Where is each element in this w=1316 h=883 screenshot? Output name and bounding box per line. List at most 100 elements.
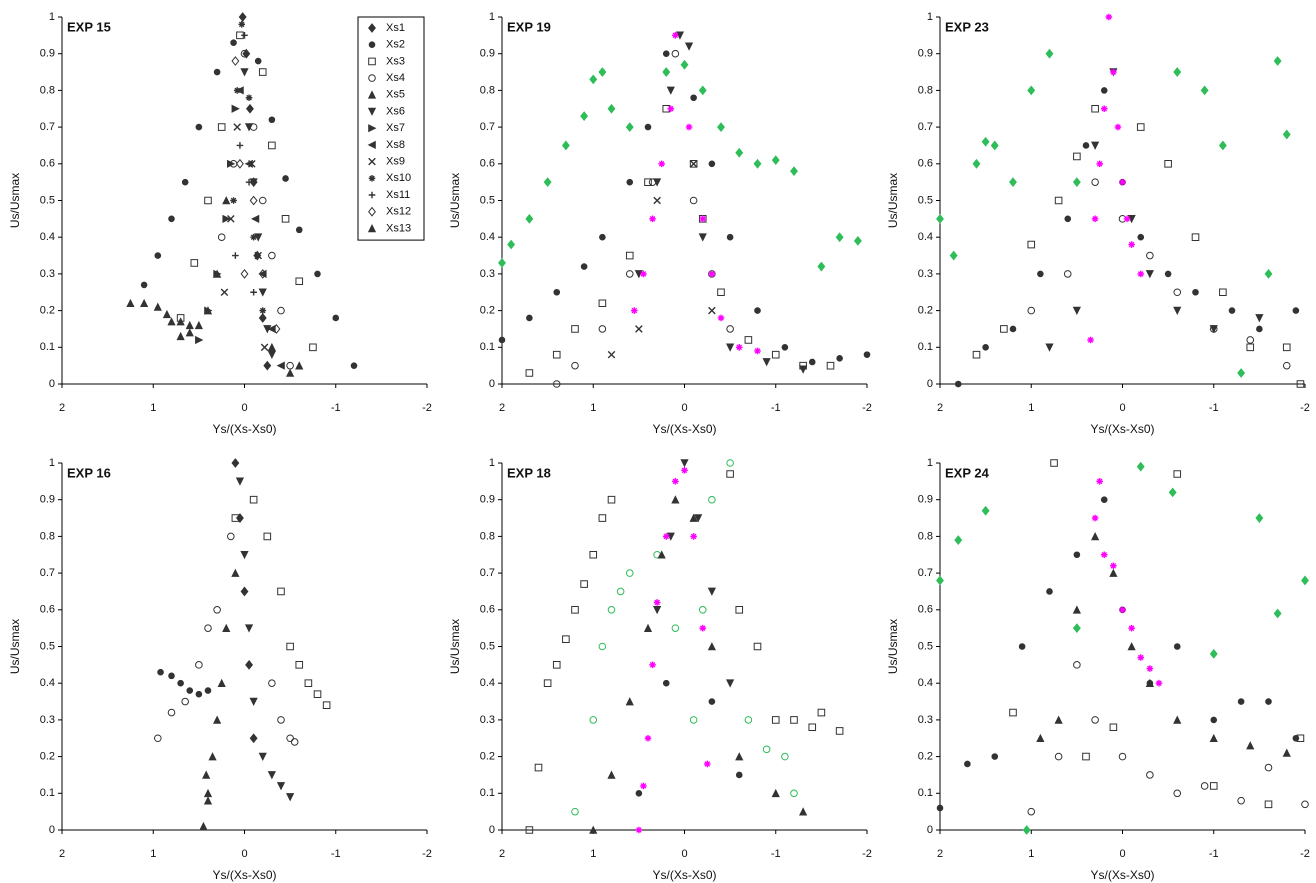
data-point — [552, 661, 561, 669]
y-tick-label: 0.6 — [918, 158, 933, 170]
y-tick-label: 0.1 — [40, 341, 55, 353]
data-point — [167, 708, 176, 717]
data-point — [552, 380, 561, 388]
data-point — [571, 325, 579, 333]
data-point — [1210, 716, 1218, 724]
x-tick-label: 0 — [1119, 848, 1125, 860]
data-point — [964, 760, 971, 768]
x-axis-label: Ys/(Xs-Xs0) — [652, 868, 716, 882]
x-axis-label: Ys/(Xs-Xs0) — [212, 422, 276, 436]
data-point — [1200, 85, 1209, 96]
data-point — [598, 325, 607, 333]
x-tick-label: 1 — [150, 402, 156, 414]
data-point — [699, 215, 707, 223]
y-tick-label: 0.5 — [480, 194, 495, 206]
y-tick-label: 0.3 — [480, 714, 495, 726]
data-point — [1282, 343, 1291, 352]
data-point — [543, 679, 552, 687]
data-point — [607, 495, 616, 504]
x-axis-label: Ys/(Xs-Xs0) — [1090, 868, 1154, 882]
data-point — [1128, 241, 1135, 248]
y-tick-label: 0.3 — [918, 268, 933, 280]
data-point — [625, 569, 634, 577]
x-tick-label: -1 — [771, 402, 781, 414]
legend-label: Xs10 — [386, 172, 411, 184]
data-point — [263, 532, 272, 541]
data-point — [561, 140, 570, 151]
data-point — [1045, 48, 1054, 59]
data-point — [1255, 314, 1264, 323]
legend-label: Xs1 — [386, 22, 405, 34]
data-point — [717, 122, 725, 132]
data-point — [238, 12, 247, 22]
data-point — [662, 67, 671, 77]
data-point — [534, 763, 543, 772]
y-tick-label: 0.1 — [480, 787, 495, 799]
x-tick-label: -2 — [1300, 402, 1310, 414]
data-point — [236, 31, 244, 40]
data-point — [726, 470, 734, 478]
data-point — [667, 105, 675, 113]
data-point — [195, 690, 203, 698]
data-point — [708, 306, 716, 315]
data-point — [635, 790, 643, 797]
data-point — [589, 716, 598, 724]
data-point — [267, 771, 276, 780]
x-tick-label: 0 — [1119, 402, 1125, 414]
data-point — [1146, 251, 1154, 260]
data-point — [213, 606, 221, 614]
data-point — [195, 123, 203, 131]
data-point — [176, 314, 185, 322]
data-point — [277, 306, 285, 315]
data-point — [240, 49, 249, 58]
data-point — [140, 298, 149, 308]
data-point — [286, 361, 294, 370]
legend-marker — [367, 107, 377, 116]
data-point — [277, 716, 285, 724]
data-point — [1027, 85, 1036, 96]
data-point — [580, 580, 588, 588]
data-point — [154, 734, 162, 743]
y-tick-label: 0.4 — [40, 677, 55, 689]
y-tick-label: 0.1 — [918, 787, 933, 799]
y-tick-label: 0.9 — [918, 48, 933, 60]
y-tick-label: 0.5 — [480, 640, 495, 652]
data-point — [598, 642, 607, 651]
y-tick-label: 0.1 — [918, 341, 933, 353]
data-point — [863, 351, 871, 358]
data-point — [176, 317, 185, 326]
y-tick-label: 0.6 — [40, 604, 55, 616]
data-point — [258, 269, 267, 279]
data-point — [525, 369, 534, 377]
data-point — [185, 328, 194, 337]
y-tick-label: 0 — [489, 378, 495, 390]
data-point — [1046, 588, 1053, 595]
y-tick-label: 0.8 — [918, 84, 933, 96]
data-point — [671, 49, 680, 58]
data-point — [1096, 160, 1103, 168]
data-point — [771, 155, 780, 166]
legend-marker — [368, 191, 376, 199]
data-point — [1192, 288, 1199, 296]
data-point — [314, 270, 321, 278]
y-tick-label: 0.7 — [918, 121, 933, 133]
data-point — [1209, 733, 1218, 743]
data-point — [1173, 306, 1182, 316]
x-tick-label: 2 — [59, 848, 65, 860]
data-point — [571, 606, 579, 614]
data-point — [680, 459, 689, 468]
data-point — [233, 123, 241, 131]
data-point — [1073, 152, 1081, 161]
legend-label: Xs13 — [386, 222, 411, 234]
data-point — [625, 122, 634, 132]
data-point — [635, 325, 643, 333]
legend-label: Xs11 — [386, 189, 410, 201]
data-point — [1282, 361, 1291, 370]
chart-title: EXP 15 — [67, 19, 111, 34]
data-point — [213, 269, 222, 278]
x-tick-label: -2 — [862, 402, 872, 414]
legend-marker — [368, 41, 376, 49]
data-point — [1037, 270, 1044, 278]
data-point — [240, 68, 249, 77]
